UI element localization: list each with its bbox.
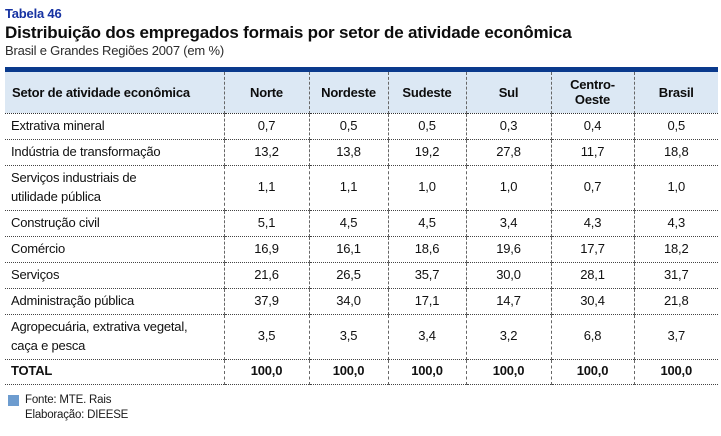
row-label: Agropecuária, extrativa vegetal, caça e … [5, 314, 224, 360]
table-cell: 3,7 [633, 314, 718, 360]
row-label: Serviços industriais de utilidade públic… [5, 165, 224, 211]
column-header-sul: Sul [465, 69, 551, 114]
table-row: Agropecuária, extrativa vegetal, caça e … [5, 314, 718, 360]
table-cell: 3,4 [387, 314, 466, 360]
row-label: Indústria de transformação [5, 139, 224, 166]
table-cell: 100,0 [308, 359, 388, 385]
table-cell: 19,2 [387, 139, 466, 166]
table-row: Indústria de transformação 13,2 13,8 19,2 27… [5, 139, 718, 166]
table-cell: 4,3 [550, 210, 634, 237]
table-cell: 17,7 [550, 236, 634, 263]
table-cell: 16,9 [223, 236, 309, 263]
table-cell: 18,8 [633, 139, 718, 166]
table-cell: 26,5 [308, 262, 388, 289]
elaboration-text: Elaboração: DIEESE [25, 409, 129, 422]
table-cell: 17,1 [387, 288, 466, 315]
table-row: Serviços 21,6 26,5 35,7 30,0 28,1 31,7 [5, 262, 718, 289]
table-cell: 13,2 [223, 139, 309, 166]
table-header: Setor de atividade econômica Norte Norde… [5, 69, 718, 114]
table-cell: 4,5 [308, 210, 388, 237]
table-cell: 28,1 [550, 262, 634, 289]
data-table: Setor de atividade econômica Norte Norde… [5, 66, 718, 385]
table-cell: 21,6 [223, 262, 309, 289]
table-number: Tabela 46 [5, 6, 62, 21]
table-row: Extrativa mineral 0,7 0,5 0,5 0,3 0,4 0,5 [5, 113, 718, 140]
row-label: TOTAL [5, 359, 224, 385]
table-cell: 3,5 [308, 314, 388, 360]
table-cell: 0,7 [223, 113, 309, 140]
table-row: Administração pública 37,9 34,0 17,1 14,7 30,… [5, 288, 718, 315]
column-header-nordeste: Nordeste [308, 69, 388, 114]
table-cell: 35,7 [387, 262, 466, 289]
column-header-centro-oeste: Centro- Oeste [550, 69, 634, 114]
row-label: Comércio [5, 236, 224, 263]
table-row: TOTAL 100,0 100,0 100,0 100,0 100,0 100,0 [5, 359, 718, 385]
table-cell: 19,6 [465, 236, 551, 263]
table-cell: 27,8 [465, 139, 551, 166]
table-cell: 1,1 [308, 165, 388, 211]
table-body: Extrativa mineral 0,7 0,5 0,5 0,3 0,4 0,5 Indús… [5, 113, 718, 385]
column-header-sudeste: Sudeste [387, 69, 466, 114]
table-cell: 34,0 [308, 288, 388, 315]
table-cell: 100,0 [465, 359, 551, 385]
table-cell: 5,1 [223, 210, 309, 237]
table-cell: 18,2 [633, 236, 718, 263]
table-cell: 21,8 [633, 288, 718, 315]
table-cell: 31,7 [633, 262, 718, 289]
table-cell: 0,4 [550, 113, 634, 140]
column-header-brasil: Brasil [633, 69, 718, 114]
table-cell: 18,6 [387, 236, 466, 263]
table-cell: 0,5 [308, 113, 388, 140]
row-label: Extrativa mineral [5, 113, 224, 140]
page-title: Distribuição dos empregados formais por … [5, 22, 572, 42]
table-row: Construção civil 5,1 4,5 4,5 3,4 4,3 4,3 [5, 210, 718, 237]
table-cell: 100,0 [633, 359, 718, 385]
source-bullet-icon [8, 394, 19, 406]
table-cell: 14,7 [465, 288, 551, 315]
table-cell: 0,5 [387, 113, 466, 140]
source-text: Fonte: MTE. Rais [25, 393, 112, 406]
table-cell: 11,7 [550, 139, 634, 166]
table-cell: 30,4 [550, 288, 634, 315]
table-cell: 3,5 [223, 314, 309, 360]
table-cell: 4,3 [633, 210, 718, 237]
table-cell: 16,1 [308, 236, 388, 263]
table-cell: 3,4 [465, 210, 551, 237]
table-cell: 1,0 [465, 165, 551, 211]
table-cell: 1,1 [223, 165, 309, 211]
table-header-row: Setor de atividade econômica Norte Norde… [5, 69, 718, 114]
table-cell: 30,0 [465, 262, 551, 289]
table-row: Comércio 16,9 16,1 18,6 19,6 17,7 18,2 [5, 236, 718, 263]
column-header-setor: Setor de atividade econômica [5, 69, 224, 114]
table-cell: 1,0 [387, 165, 466, 211]
table-cell: 100,0 [223, 359, 309, 385]
table-cell: 1,0 [633, 165, 718, 211]
page-subtitle: Brasil e Grandes Regiões 2007 (em %) [5, 42, 224, 58]
table-cell: 0,7 [550, 165, 634, 211]
table-cell: 3,2 [465, 314, 551, 360]
table-cell: 0,5 [633, 113, 718, 140]
table-cell: 37,9 [223, 288, 309, 315]
footnote: Fonte: MTE. Rais Elaboração: DIEESE [8, 393, 717, 424]
table-cell: 100,0 [550, 359, 634, 385]
table-cell: 6,8 [550, 314, 634, 360]
table-row: Serviços industriais de utilidade públic… [5, 165, 718, 211]
row-label: Serviços [5, 262, 224, 289]
row-label: Administração pública [5, 288, 224, 315]
footnote-text-block: Fonte: MTE. Rais Elaboração: DIEESE [25, 393, 128, 424]
table-cell: 13,8 [308, 139, 388, 166]
column-header-norte: Norte [223, 69, 309, 114]
table-cell: 0,3 [465, 113, 551, 140]
table-cell: 4,5 [387, 210, 466, 237]
table-cell: 100,0 [387, 359, 466, 385]
row-label: Construção civil [5, 210, 224, 237]
